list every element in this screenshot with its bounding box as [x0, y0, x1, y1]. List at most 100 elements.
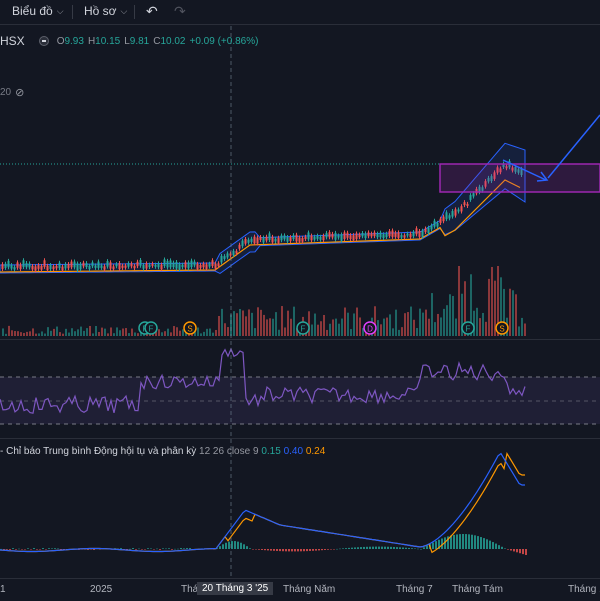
- macd-histogram-bar: [252, 549, 254, 550]
- macd-histogram-bar: [483, 538, 485, 549]
- candle-body: [121, 265, 124, 268]
- volume-bar: [242, 310, 244, 336]
- macd-histogram-bar: [468, 534, 470, 549]
- volume-bar: [119, 330, 121, 336]
- candle-body: [214, 263, 217, 269]
- macd-histogram-bar: [393, 546, 395, 549]
- volume-bar: [170, 332, 172, 336]
- macd-histogram-bar: [315, 549, 317, 551]
- candle-body: [469, 195, 472, 200]
- redo-icon[interactable]: ↷: [174, 3, 186, 19]
- volume-bar: [380, 324, 382, 336]
- event-marker[interactable]: F: [144, 321, 158, 335]
- macd-histogram-bar: [402, 547, 404, 549]
- macd-histogram-bar: [303, 549, 305, 552]
- macd-histogram-bar: [450, 535, 452, 549]
- volume-bar: [410, 306, 412, 336]
- event-marker[interactable]: D: [363, 321, 377, 335]
- chart-menu[interactable]: Biểu đồ ⌵: [12, 4, 64, 18]
- event-marker-label: F: [301, 325, 306, 334]
- volume-bar: [122, 328, 124, 336]
- candle-body: [163, 259, 166, 266]
- macd-histogram-bar: [330, 549, 332, 550]
- candle-body: [64, 264, 67, 269]
- candle-body: [289, 237, 292, 242]
- candle-body: [4, 263, 7, 268]
- candle-body: [316, 235, 319, 239]
- candle-body: [187, 262, 190, 269]
- candle-body: [40, 265, 43, 270]
- candle-body: [127, 263, 130, 267]
- profile-menu[interactable]: Hồ sơ ⌵: [84, 4, 127, 18]
- volume-bar: [221, 308, 223, 336]
- macd-legend[interactable]: - Chỉ báo Trung bình Động hội tụ và phân…: [0, 446, 325, 457]
- event-marker[interactable]: F: [461, 321, 475, 335]
- candle-body: [406, 233, 409, 236]
- volume-bar: [62, 333, 64, 336]
- candle-body: [67, 263, 70, 269]
- candle-body: [253, 236, 256, 244]
- pane-divider[interactable]: [0, 339, 600, 340]
- candle-body: [178, 264, 181, 270]
- macd-histogram-bar: [297, 549, 299, 552]
- macd-histogram-bar: [486, 539, 488, 549]
- time-axis[interactable]: 1 2025 Tháng 20 Tháng 3 '25 Tháng Năm Th…: [0, 578, 600, 601]
- candle-body: [256, 237, 259, 244]
- volume-bar: [332, 319, 334, 336]
- candle-body: [391, 230, 394, 237]
- macd-histogram-bar: [471, 534, 473, 549]
- macd-histogram-bar: [348, 547, 350, 549]
- event-marker[interactable]: S: [495, 321, 509, 335]
- candle-body: [457, 209, 460, 212]
- volume-bar: [113, 333, 115, 336]
- volume-bar: [386, 317, 388, 336]
- price-indicator-label[interactable]: 20 ⊘: [0, 86, 24, 99]
- volume-bar: [131, 328, 133, 336]
- event-marker-label: F: [466, 325, 471, 334]
- volume-bar: [209, 328, 211, 336]
- candle-body: [517, 169, 520, 173]
- candle-body: [223, 256, 226, 259]
- event-marker[interactable]: F: [296, 321, 310, 335]
- candle-body: [349, 235, 352, 239]
- symbol-name[interactable]: HSX: [0, 34, 25, 48]
- macd-histogram-bar: [186, 548, 188, 549]
- macd-histogram-bar: [525, 549, 527, 555]
- pane-divider[interactable]: [0, 438, 600, 439]
- symbol-legend: HSX O 9.93 H 10.15 L 9.81 C 10.02 +0.09 (+0.…: [0, 33, 258, 49]
- event-marker-badge: [363, 321, 377, 335]
- volume-bar: [245, 316, 247, 336]
- volume-bar: [8, 325, 10, 336]
- candle-body: [106, 261, 109, 267]
- arrow-drawing: [502, 159, 547, 181]
- undo-icon[interactable]: ↶: [146, 3, 158, 19]
- macd-histogram-value: 0.15: [261, 446, 281, 457]
- volume-bar: [518, 326, 520, 336]
- event-marker[interactable]: S: [183, 321, 197, 335]
- macd-histogram-bar: [375, 546, 377, 549]
- event-marker-label: S: [499, 325, 504, 334]
- macd-histogram-bar: [417, 548, 419, 550]
- volume-bar: [23, 332, 25, 336]
- candle-body: [160, 264, 163, 270]
- candle-body: [472, 193, 475, 197]
- macd-histogram-bar: [258, 549, 260, 550]
- macd-histogram-bar: [408, 547, 410, 549]
- macd-histogram-bar: [243, 544, 245, 549]
- macd-histogram-bar: [240, 542, 242, 549]
- volume-bar: [311, 324, 313, 336]
- macd-title: - Chỉ báo Trung bình Động hội tụ và phân…: [0, 446, 197, 457]
- status-dot-icon: [38, 36, 49, 46]
- volume-bar: [26, 331, 28, 336]
- volume-bar: [443, 308, 445, 336]
- macd-histogram-bar: [171, 549, 173, 550]
- candle-body: [463, 202, 466, 206]
- volume-bar: [197, 327, 199, 336]
- eye-off-icon[interactable]: ⊘: [15, 87, 25, 99]
- volume-bar: [503, 288, 505, 336]
- macd-histogram-bar: [114, 548, 116, 549]
- candle-body: [502, 163, 505, 167]
- close-value: 10.02: [160, 35, 186, 47]
- candle-body: [91, 262, 94, 267]
